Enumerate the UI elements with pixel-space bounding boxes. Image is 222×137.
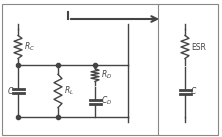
FancyBboxPatch shape <box>2 4 218 135</box>
Text: $C_D$: $C_D$ <box>101 95 112 107</box>
Text: C: C <box>191 86 196 95</box>
Text: C: C <box>7 86 13 95</box>
Text: ESR: ESR <box>191 42 206 52</box>
Text: $R_L$: $R_L$ <box>64 85 74 97</box>
Text: $R_C$: $R_C$ <box>24 41 35 53</box>
Text: $R_D$: $R_D$ <box>101 69 112 81</box>
